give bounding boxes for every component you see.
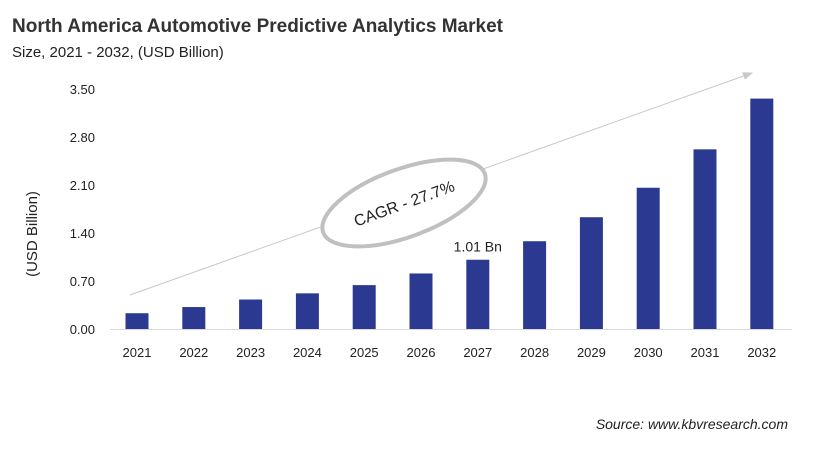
y-tick-label: 1.40 xyxy=(70,226,95,241)
x-tick-label: 2025 xyxy=(350,345,379,360)
bar-2026 xyxy=(409,273,433,329)
y-tick-label: 0.00 xyxy=(70,322,95,337)
y-tick-label: 3.50 xyxy=(70,82,95,97)
bar-2025 xyxy=(352,285,376,329)
x-tick-label: 2024 xyxy=(293,345,322,360)
x-tick-label: 2023 xyxy=(236,345,265,360)
source-note: Source: www.kbvresearch.com xyxy=(595,416,788,432)
chart-title: North America Automotive Predictive Anal… xyxy=(12,16,503,37)
x-tick-label: 2032 xyxy=(747,345,776,360)
data-label: 1.01 Bn xyxy=(454,239,502,255)
x-tick-label: 2022 xyxy=(179,345,208,360)
bar-2032 xyxy=(750,98,774,329)
cagr-annotation: CAGR - 27.7% xyxy=(320,157,488,249)
bar-2023 xyxy=(239,299,263,329)
x-tick-label: 2028 xyxy=(520,345,549,360)
bar-2031 xyxy=(693,149,717,329)
x-tick-label: 2030 xyxy=(634,345,663,360)
x-tick-label: 2029 xyxy=(577,345,606,360)
y-tick-label: 2.10 xyxy=(70,178,95,193)
bar-2030 xyxy=(636,187,660,329)
bar-2029 xyxy=(579,217,603,329)
y-tick-label: 2.80 xyxy=(70,130,95,145)
bar-2028 xyxy=(523,241,547,329)
x-tick-label: 2031 xyxy=(691,345,720,360)
x-tick-label: 2021 xyxy=(123,345,152,360)
x-tick-label: 2027 xyxy=(463,345,492,360)
bar-2024 xyxy=(295,293,319,329)
bar-2027 xyxy=(466,259,490,329)
bar-2021 xyxy=(125,313,149,329)
bar-2022 xyxy=(182,307,206,329)
y-axis-label: (USD Billion) xyxy=(24,191,41,277)
x-tick-label: 2026 xyxy=(407,345,436,360)
y-tick-label: 0.70 xyxy=(70,274,95,289)
chart-subtitle: Size, 2021 - 2032, (USD Billion) xyxy=(12,44,224,61)
